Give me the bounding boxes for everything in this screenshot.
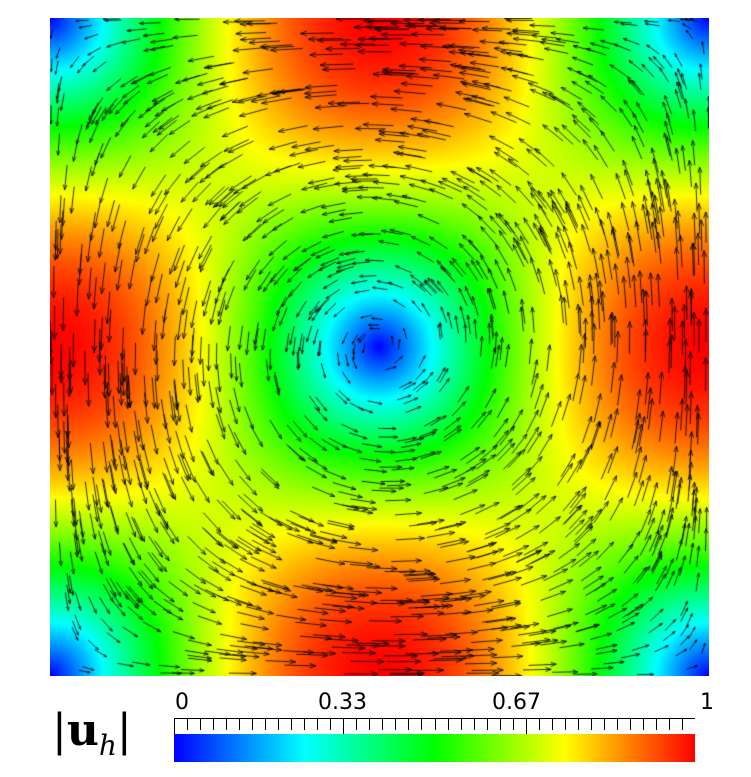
colorbar-tick-label-1: 0.33 [318,690,367,715]
colorbar-gradient [174,734,695,762]
colorbar-tick-label-3: 1 [700,690,714,715]
colorbar-tick-label-2: 0.67 [492,690,541,715]
colorbar-title: |uh| [52,705,132,762]
legend-subscript: h [98,729,117,762]
legend-symbol: u [66,705,99,756]
colorbar-tick-label-0: 0 [175,690,189,715]
velocity-magnitude-plot [50,18,709,676]
colorbar [174,718,695,762]
